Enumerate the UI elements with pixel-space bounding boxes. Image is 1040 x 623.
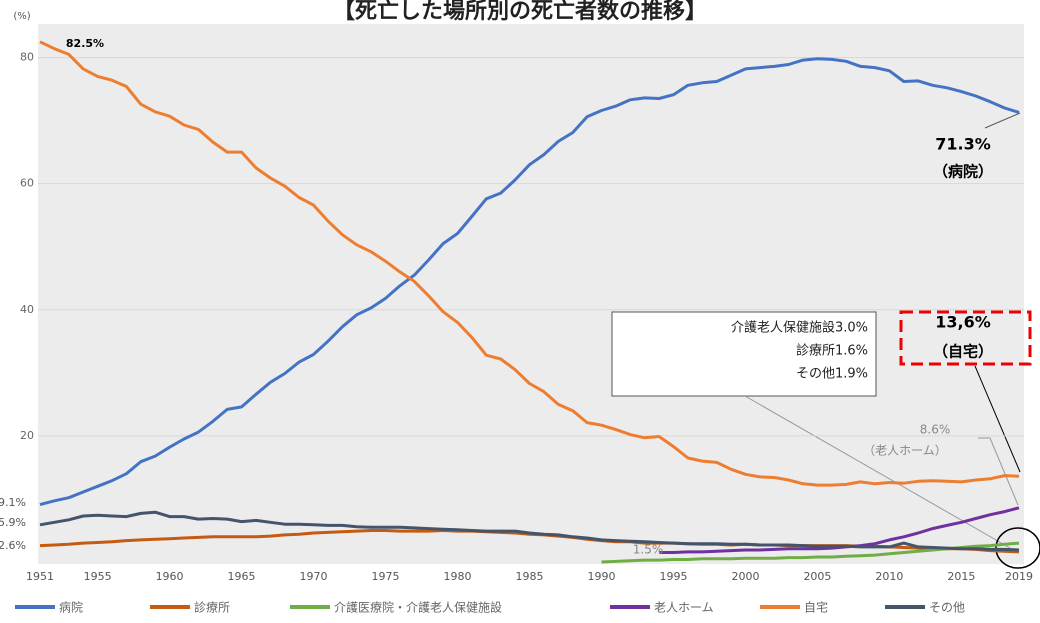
annotation: 71.3% (935, 135, 991, 154)
highlight-box (899, 310, 1032, 366)
series-line (39, 57, 1020, 507)
annotation: (%) (13, 11, 30, 22)
x-tick-label: 2019 (1005, 570, 1033, 583)
x-tick-label: 1965 (228, 570, 256, 583)
plot-area (38, 24, 1024, 564)
x-tick-label: 2015 (947, 570, 975, 583)
legend-label: 自宅 (804, 600, 828, 615)
annotation: （自宅） (933, 343, 993, 361)
x-tick-label: 1975 (372, 570, 400, 583)
series-line (39, 510, 1020, 552)
annotation: （病院） (933, 163, 993, 181)
annotation: 8.6% (920, 423, 951, 437)
annotation: 診療所1.6% (796, 343, 868, 359)
x-tick-label: 1960 (156, 570, 184, 583)
annotation: 9.1% (0, 496, 26, 509)
legend-label: 病院 (59, 600, 83, 615)
x-tick-label: 1995 (659, 570, 687, 583)
annotation: 13,6% (935, 313, 991, 332)
x-tick-label: 1955 (84, 570, 112, 583)
note-box (611, 311, 877, 397)
x-tick-label: 1951 (26, 570, 54, 583)
annotation: その他1.9% (796, 367, 868, 382)
legend-label: 老人ホーム (654, 601, 714, 615)
chart-title: 【死亡した場所別の死亡者数の推移】 (333, 0, 707, 24)
x-tick-label: 2005 (803, 570, 831, 583)
x-tick-label: 2010 (875, 570, 903, 583)
y-tick-label: 80 (20, 51, 34, 64)
legend-label: 診療所 (194, 600, 230, 615)
annotation: 1.5% (633, 543, 664, 557)
annotation: 2.6% (0, 539, 26, 552)
series-line (39, 40, 1020, 487)
y-tick-label: 40 (20, 303, 34, 316)
annotation: 介護老人保健施設3.0% (731, 320, 868, 336)
x-tick-label: 1980 (444, 570, 472, 583)
leader-line (984, 112, 1021, 129)
x-tick-label: 2000 (731, 570, 759, 583)
x-tick-label: 1970 (300, 570, 328, 583)
y-tick-label: 20 (20, 429, 34, 442)
y-tick-label: 60 (20, 177, 34, 190)
annotation: 5.9% (0, 516, 26, 529)
leader-line (974, 365, 1021, 473)
x-tick-label: 1985 (516, 570, 544, 583)
legend-label: 介護医療院・介護老人保健施設 (334, 600, 502, 615)
annotation: （老人ホーム） (863, 444, 947, 458)
x-tick-label: 1990 (587, 570, 615, 583)
legend-label: その他 (929, 601, 965, 615)
annotation: 82.5% (66, 37, 104, 50)
leader-line (978, 437, 1019, 506)
